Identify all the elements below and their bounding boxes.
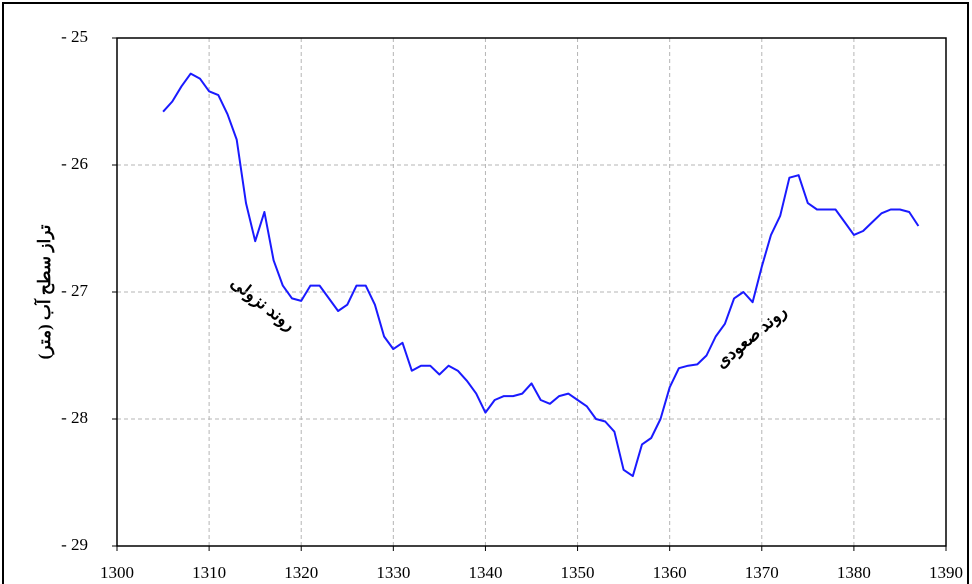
x-tick-label: 1300 <box>100 563 134 582</box>
x-tick-label: 1310 <box>192 563 226 582</box>
y-tick-label: - 29 <box>61 535 88 554</box>
x-tick-label: 1360 <box>653 563 687 582</box>
y-tick-label: - 25 <box>61 27 88 46</box>
chart: تراز سطح آب (متر) روند نزولی روند صعودی … <box>0 0 972 584</box>
x-tick-label: 1340 <box>468 563 502 582</box>
y-tick-label: - 28 <box>61 408 88 427</box>
y-tick-label: - 26 <box>61 154 88 173</box>
x-tick-label: 1380 <box>837 563 871 582</box>
x-tick-label: 1370 <box>745 563 779 582</box>
y-tick-label: - 27 <box>61 281 88 300</box>
x-tick-label: 1330 <box>376 563 410 582</box>
x-tick-label: 1320 <box>284 563 318 582</box>
x-tick-label: 1390 <box>929 563 963 582</box>
x-tick-label: 1350 <box>561 563 595 582</box>
y-axis-label: تراز سطح آب (متر) <box>33 224 55 359</box>
